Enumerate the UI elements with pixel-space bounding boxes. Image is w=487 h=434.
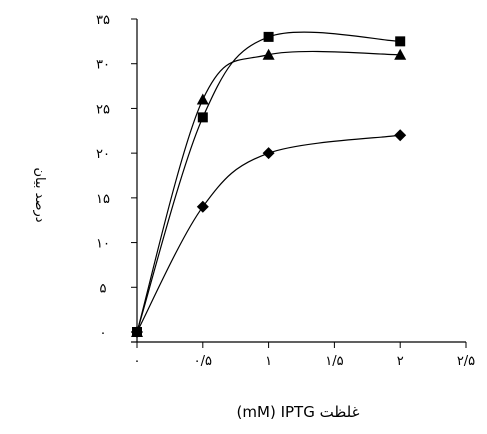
data-point-diamond [196,200,209,213]
x-tick-label: ۰/۵ [194,354,212,369]
y-tick-label: ۳۵ [96,13,110,28]
y-tick-label: ۱۵ [96,192,110,207]
x-axis-ticks: ۰ ۰/۵ ۱ ۱/۵ ۲ ۲/۵ [134,342,475,369]
data-point-square [263,31,274,42]
axes [131,19,466,343]
x-tick-label: ۰ [134,354,141,369]
data-point-triangle [196,93,209,105]
data-point-square [395,36,406,47]
y-tick-label: ۲۵ [96,102,110,117]
y-axis-ticks: ۰ ۵ ۱۰ ۱۵ ۲۰ ۲۵ ۳۰ ۳۵ [96,13,137,341]
x-tick-label: ۲/۵ [457,354,475,369]
data-point-square [197,112,208,123]
y-axis-title: درصد بیان [32,167,47,222]
data-point-diamond [394,129,407,142]
series-line-square [136,31,401,333]
x-tick-label: ۱/۵ [325,354,343,369]
y-tick-label: ۳۰ [96,58,110,73]
data-point-triangle [394,48,407,60]
series-markers [131,31,407,338]
x-axis-title: (mM) IPTG غلظت [237,403,360,421]
y-tick-label: ۰ [100,326,107,341]
data-point-diamond [131,326,143,338]
x-tick-label: ۱ [265,354,272,369]
y-tick-label: ۲۰ [96,147,110,162]
data-point-triangle [262,48,275,60]
y-tick-label: ۵ [100,281,107,296]
series-line-triangle [136,50,401,333]
x-tick-label: ۲ [397,354,404,369]
series-lines [136,31,401,333]
y-tick-label: ۱۰ [96,237,110,252]
data-point-diamond [262,147,275,160]
series-line-diamond [136,134,401,333]
